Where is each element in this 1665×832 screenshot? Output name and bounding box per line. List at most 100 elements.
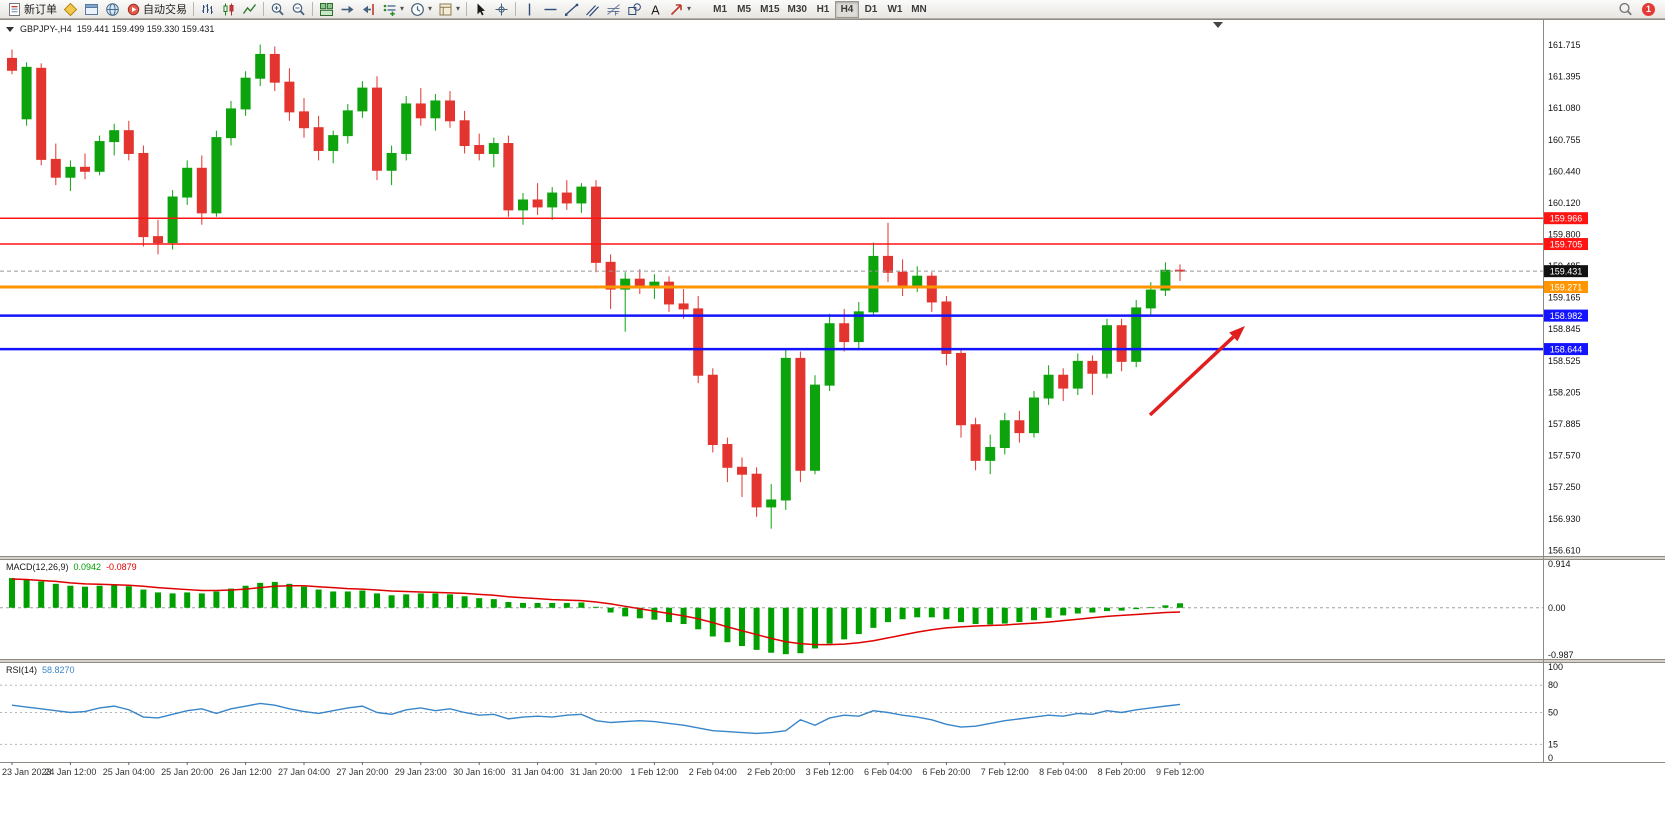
chart-candles-icon [221, 2, 236, 17]
hline-159.966[interactable]: 159.966 [0, 212, 1588, 225]
zoom-out-button[interactable] [288, 1, 309, 18]
timeframe-m30-button[interactable]: M30 [784, 1, 811, 18]
new-order-button[interactable]: 新订单 [4, 1, 60, 18]
svg-text:159.431: 159.431 [1550, 267, 1583, 277]
vertical-line-button[interactable] [519, 1, 540, 18]
svg-text:9 Feb 12:00: 9 Feb 12:00 [1156, 767, 1204, 777]
timeframe-m5-button[interactable]: M5 [732, 1, 756, 18]
svg-text:0: 0 [1548, 753, 1553, 763]
candlestick-mode-button[interactable] [218, 1, 239, 18]
timeframe-m1-button[interactable]: M1 [708, 1, 732, 18]
timeframe-mn-button[interactable]: MN [907, 1, 931, 18]
horizontal-line-button[interactable] [540, 1, 561, 18]
macd-pane [0, 578, 1543, 655]
shapes-button[interactable] [624, 1, 645, 18]
svg-text:3 Feb 12:00: 3 Feb 12:00 [806, 767, 854, 777]
bar-chart-mode-button[interactable] [197, 1, 218, 18]
candles [7, 44, 1185, 529]
chart-shift-marker[interactable] [1213, 22, 1223, 28]
svg-text:0.00: 0.00 [1548, 603, 1566, 613]
svg-text:23 Jan 2023: 23 Jan 2023 [2, 767, 52, 777]
timeframe-h1-button[interactable]: H1 [811, 1, 835, 18]
market-watch-button[interactable] [60, 1, 81, 18]
auto-trading-button[interactable]: 自动交易 [123, 1, 190, 18]
rsi-axis[interactable]: 100 80 50 15 0 [1548, 662, 1563, 763]
svg-text:8 Feb 04:00: 8 Feb 04:00 [1039, 767, 1087, 777]
svg-text:158.525: 158.525 [1548, 356, 1581, 366]
svg-text:158.644: 158.644 [1550, 345, 1583, 355]
zoom-in-button[interactable] [267, 1, 288, 18]
svg-text:158.205: 158.205 [1548, 388, 1581, 398]
notification-badge[interactable]: 1 [1642, 2, 1655, 16]
svg-text:159.800: 159.800 [1548, 230, 1581, 240]
fibonacci-button[interactable]: F [603, 1, 624, 18]
caret-down-icon: ▾ [400, 4, 405, 13]
svg-text:157.570: 157.570 [1548, 450, 1581, 460]
svg-text:25 Jan 20:00: 25 Jan 20:00 [161, 767, 213, 777]
cursor-button[interactable] [470, 1, 491, 18]
svg-text:159.705: 159.705 [1550, 240, 1583, 250]
text-label-button[interactable]: A [645, 1, 666, 18]
timeframe-d1-button[interactable]: D1 [859, 1, 883, 18]
new-order-icon [7, 2, 22, 17]
periods-button[interactable]: ▾ [407, 1, 435, 18]
new-order-label: 新订单 [24, 4, 57, 16]
toolbar-separator [466, 2, 468, 16]
toolbar-separator [193, 2, 194, 16]
templates-button[interactable]: ▾ [435, 1, 463, 18]
templates-icon [438, 2, 453, 17]
rsi-pane [0, 684, 1543, 745]
svg-text:158.845: 158.845 [1548, 324, 1581, 334]
svg-text:159.966: 159.966 [1550, 214, 1583, 224]
navigator-button[interactable] [102, 1, 123, 18]
timeframe-m15-button[interactable]: M15 [756, 1, 783, 18]
channel-icon [585, 2, 600, 17]
toolbar-buttons: 新订单 自动交易 ▾ ▾ ▾ F A ▾ [4, 1, 694, 18]
trendline-button[interactable] [561, 1, 582, 18]
svg-text:158.982: 158.982 [1550, 311, 1583, 321]
timeframe-toolbar: M1 M5 M15 M30 H1 H4 D1 W1 MN [708, 0, 931, 18]
text-icon: A [648, 2, 663, 17]
trend-arrow[interactable] [1148, 326, 1245, 417]
svg-text:161.715: 161.715 [1548, 40, 1581, 50]
hline-158.982[interactable]: 158.982 [0, 309, 1588, 322]
crosshair-icon [494, 2, 509, 17]
crosshair-button[interactable] [491, 1, 512, 18]
search-icon [1618, 2, 1633, 17]
tile-windows-button[interactable] [316, 1, 337, 18]
svg-text:25 Jan 04:00: 25 Jan 04:00 [103, 767, 155, 777]
toolbar-right: 1 [1615, 1, 1661, 18]
auto-scroll-button[interactable] [337, 1, 358, 18]
arrows-button[interactable]: ▾ [666, 1, 694, 18]
timeframe-h4-button[interactable]: H4 [834, 0, 859, 18]
svg-text:160.120: 160.120 [1548, 198, 1581, 208]
clock-icon [410, 2, 425, 17]
chart-shift-icon [361, 2, 376, 17]
svg-text:156.930: 156.930 [1548, 514, 1581, 524]
macd-axis[interactable]: 0.914 0.00 -0.987 [1548, 559, 1574, 660]
indicators-list-button[interactable]: ▾ [379, 1, 407, 18]
line-chart-mode-button[interactable] [239, 1, 260, 18]
svg-text:157.250: 157.250 [1548, 482, 1581, 492]
trend-icon [564, 2, 579, 17]
svg-text:31 Jan 20:00: 31 Jan 20:00 [570, 767, 622, 777]
hline-159.271[interactable]: 159.271 [0, 281, 1588, 294]
svg-text:6 Feb 04:00: 6 Feb 04:00 [864, 767, 912, 777]
data-window-button[interactable] [81, 1, 102, 18]
auto-scroll-icon [340, 2, 355, 17]
svg-text:157.885: 157.885 [1548, 419, 1581, 429]
arrows-icon [669, 2, 684, 17]
price-axis[interactable]: 161.715 161.395 161.080 160.755 160.440 160.1… [1548, 40, 1581, 555]
equidistant-channel-button[interactable] [582, 1, 603, 18]
svg-text:161.395: 161.395 [1548, 72, 1581, 82]
search-button[interactable] [1615, 1, 1636, 18]
hline-158.644[interactable]: 158.644 [0, 343, 1588, 356]
timeframe-w1-button[interactable]: W1 [883, 1, 907, 18]
svg-text:80: 80 [1548, 680, 1558, 690]
svg-text:26 Jan 12:00: 26 Jan 12:00 [220, 767, 272, 777]
hline-159.705[interactable]: 159.705 [0, 238, 1588, 251]
chart-shift-button[interactable] [358, 1, 379, 18]
chart-canvas[interactable]: 161.715 161.395 161.080 160.755 160.440 160.1… [0, 19, 1665, 832]
toolbar: 新订单 自动交易 ▾ ▾ ▾ F A ▾ M1 M5 M15 M30 H1 H4 D1 W1 MN 1 [0, 0, 1665, 19]
